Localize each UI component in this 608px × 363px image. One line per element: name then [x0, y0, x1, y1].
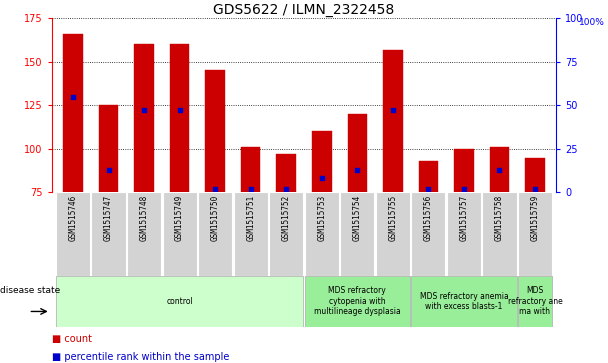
- Point: [174, 107, 184, 113]
- Text: GSM1515758: GSM1515758: [495, 195, 504, 241]
- Point: [282, 186, 291, 192]
- Text: ■ count: ■ count: [52, 334, 92, 344]
- Text: GSM1515749: GSM1515749: [175, 195, 184, 241]
- Point: [494, 167, 504, 173]
- Point: [317, 176, 326, 182]
- Bar: [162, 192, 196, 276]
- Text: GSM1515746: GSM1515746: [69, 195, 77, 241]
- Bar: [127, 192, 161, 276]
- Bar: [419, 161, 438, 192]
- Point: [246, 186, 255, 192]
- Bar: [482, 192, 517, 276]
- Title: GDS5622 / ILMN_2322458: GDS5622 / ILMN_2322458: [213, 3, 395, 17]
- Bar: [56, 192, 90, 276]
- Bar: [447, 192, 481, 276]
- Bar: [340, 192, 375, 276]
- Point: [388, 107, 398, 113]
- Point: [139, 107, 149, 113]
- Bar: [412, 276, 517, 327]
- Text: GSM1515756: GSM1515756: [424, 195, 433, 241]
- Text: GSM1515759: GSM1515759: [531, 195, 539, 241]
- Bar: [63, 34, 83, 192]
- Bar: [233, 192, 268, 276]
- Text: GSM1515754: GSM1515754: [353, 195, 362, 241]
- Bar: [170, 44, 189, 192]
- Point: [424, 186, 434, 192]
- Text: control: control: [166, 297, 193, 306]
- Text: GSM1515750: GSM1515750: [210, 195, 219, 241]
- Bar: [454, 149, 474, 192]
- Bar: [198, 192, 232, 276]
- Bar: [518, 192, 552, 276]
- Point: [353, 167, 362, 173]
- Point: [104, 167, 114, 173]
- Bar: [305, 276, 410, 327]
- Bar: [412, 192, 446, 276]
- Bar: [269, 192, 303, 276]
- Bar: [376, 192, 410, 276]
- Text: GSM1515747: GSM1515747: [104, 195, 113, 241]
- Bar: [383, 49, 402, 192]
- Bar: [134, 44, 154, 192]
- Bar: [518, 276, 552, 327]
- Bar: [489, 147, 510, 192]
- Bar: [56, 276, 303, 327]
- Text: MDS refractory
cytopenia with
multilineage dysplasia: MDS refractory cytopenia with multilinea…: [314, 286, 401, 316]
- Bar: [277, 154, 296, 192]
- Text: GSM1515755: GSM1515755: [389, 195, 398, 241]
- Bar: [312, 131, 331, 192]
- Text: MDS
refractory ane
ma with: MDS refractory ane ma with: [508, 286, 562, 316]
- Bar: [348, 114, 367, 192]
- Text: disease state: disease state: [0, 286, 60, 295]
- Text: GSM1515757: GSM1515757: [460, 195, 468, 241]
- Bar: [525, 158, 545, 192]
- Text: 100%: 100%: [579, 18, 605, 27]
- Bar: [91, 192, 126, 276]
- Point: [459, 186, 469, 192]
- Text: GSM1515752: GSM1515752: [282, 195, 291, 241]
- Bar: [98, 105, 119, 192]
- Text: ■ percentile rank within the sample: ■ percentile rank within the sample: [52, 352, 229, 362]
- Text: MDS refractory anemia
with excess blasts-1: MDS refractory anemia with excess blasts…: [420, 291, 508, 311]
- Text: GSM1515751: GSM1515751: [246, 195, 255, 241]
- Bar: [206, 70, 225, 192]
- Bar: [305, 192, 339, 276]
- Point: [530, 186, 540, 192]
- Text: GSM1515753: GSM1515753: [317, 195, 326, 241]
- Bar: [241, 147, 260, 192]
- Text: GSM1515748: GSM1515748: [140, 195, 148, 241]
- Point: [68, 94, 78, 99]
- Point: [210, 186, 220, 192]
